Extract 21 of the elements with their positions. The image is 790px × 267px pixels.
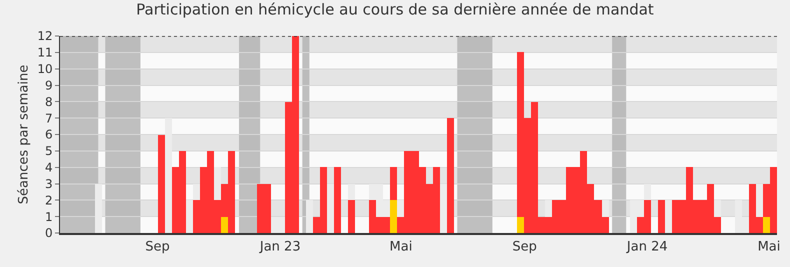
y-tick-label: 8 <box>44 94 53 109</box>
x-tick-label: Jan 23 <box>258 239 301 254</box>
x-tick-label: Jan 24 <box>626 239 668 254</box>
chart-title: Participation en hémicycle au cours de sa dernière année de mandat <box>136 0 654 19</box>
y-tick-label: 11 <box>37 46 53 60</box>
x-tick-label: Mai <box>390 239 412 254</box>
x-tick-label: Sep <box>512 239 537 254</box>
y-tick-label: 3 <box>44 176 53 191</box>
y-tick-label: 2 <box>44 193 53 208</box>
y-tick-label: 9 <box>44 78 53 92</box>
x-tick-label: Mai <box>758 239 780 254</box>
y-tick-label: 7 <box>44 111 53 126</box>
y-tick-label: 1 <box>44 210 53 224</box>
y-tick-label: 12 <box>37 29 53 44</box>
y-tick-label: 0 <box>44 226 53 240</box>
y-axis-title: Séances par semaine <box>16 64 32 204</box>
y-tick-label: 10 <box>37 62 53 76</box>
y-tick-label: 5 <box>44 144 53 158</box>
y-tick-label: 4 <box>44 160 53 175</box>
y-tick-label: 6 <box>44 128 53 142</box>
x-tick-label: Sep <box>145 239 170 254</box>
